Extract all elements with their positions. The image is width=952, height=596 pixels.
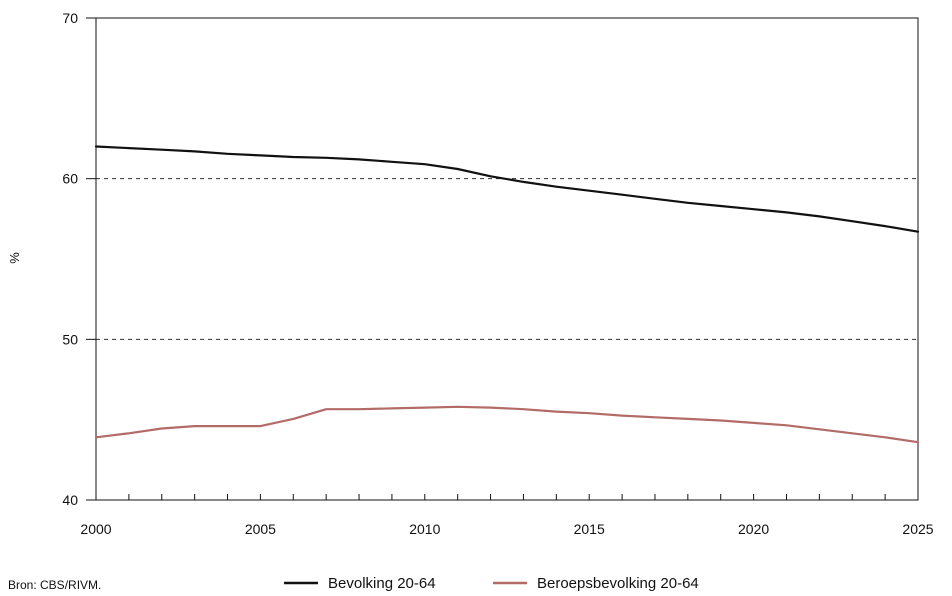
series-lines bbox=[94, 145, 920, 444]
x-tick-label: 2010 bbox=[409, 521, 440, 537]
y-tick-label: 60 bbox=[62, 171, 78, 187]
legend-label-2: Beroepsbevolking 20-64 bbox=[537, 575, 699, 592]
y-tick-label: 40 bbox=[62, 492, 78, 508]
y-tick-label: 70 bbox=[62, 10, 78, 26]
series-line-1 bbox=[94, 145, 920, 233]
x-tick-label: 2005 bbox=[245, 521, 276, 537]
y-axis-ticks: 40 50 60 70 bbox=[62, 10, 96, 508]
y-tick-label: 50 bbox=[62, 331, 78, 347]
gridlines bbox=[96, 178, 918, 340]
series-line-2 bbox=[94, 405, 920, 444]
x-tick-label: 2020 bbox=[738, 521, 769, 537]
x-tick-label: 2015 bbox=[574, 521, 605, 537]
x-axis-ticks: 2000 2005 2010 2015 2020 2025 bbox=[80, 494, 934, 537]
legend: Bevolking 20-64 Beroepsbevolking 20-64 bbox=[284, 575, 699, 592]
y-axis-label: % bbox=[7, 252, 22, 264]
source-note: Bron: CBS/RIVM. bbox=[8, 578, 101, 592]
x-tick-label: 2025 bbox=[902, 521, 933, 537]
plot-area-frame bbox=[95, 17, 919, 501]
legend-label-1: Bevolking 20-64 bbox=[328, 575, 436, 592]
x-tick-label: 2000 bbox=[80, 521, 111, 537]
